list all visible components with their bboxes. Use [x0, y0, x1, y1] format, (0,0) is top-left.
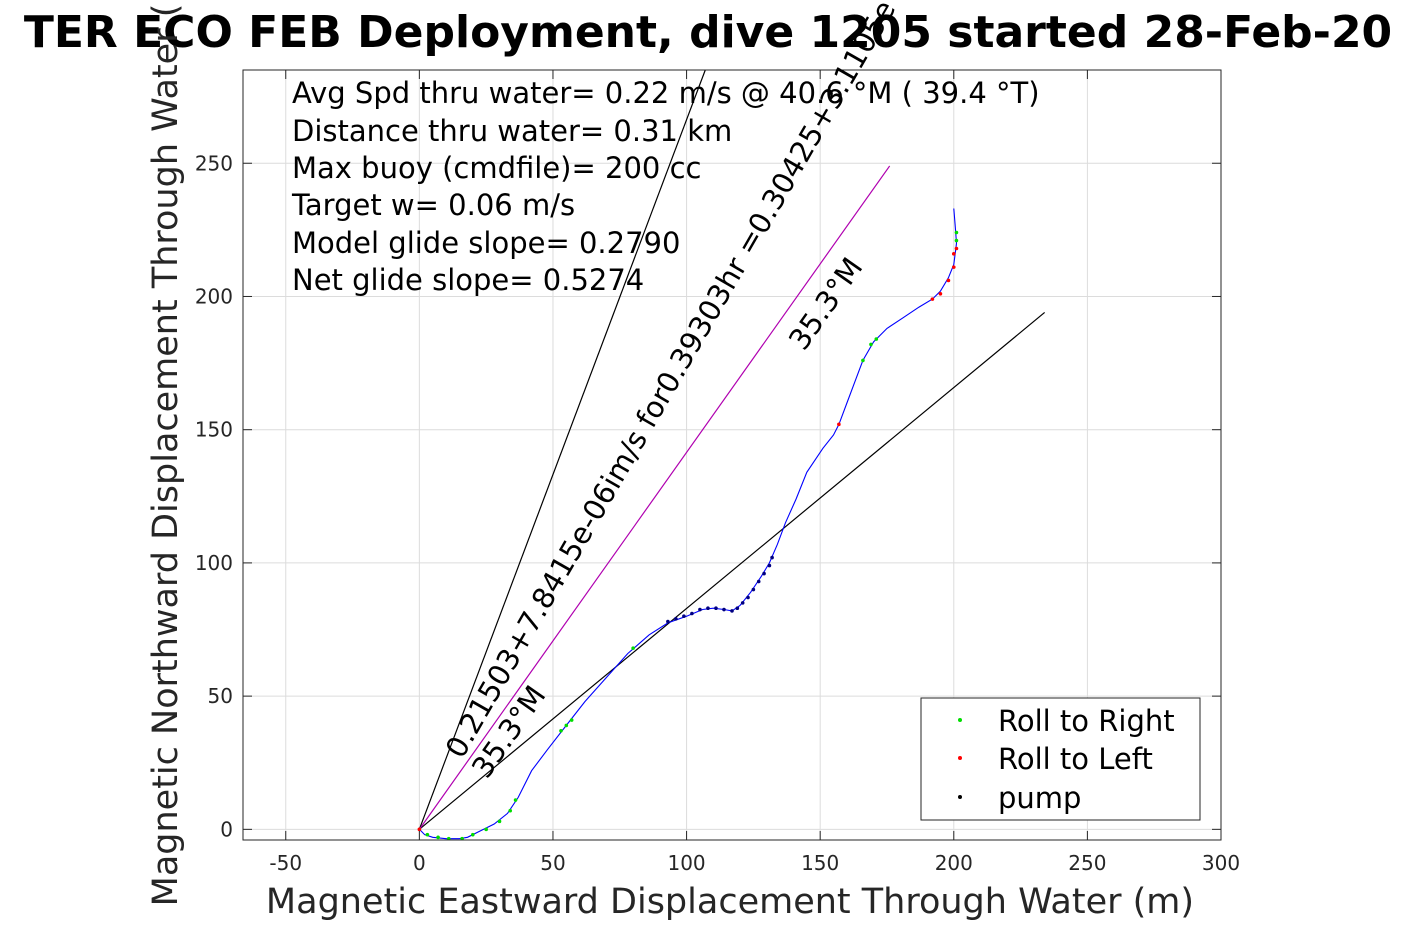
grid: [243, 70, 1222, 840]
info-distance: Distance thru water= 0.31 km: [292, 114, 732, 148]
roll-to-right-point: [484, 827, 488, 832]
plot-frame: [242, 69, 1222, 841]
legend-label-roll-right: Roll to Right: [998, 704, 1175, 738]
reference-line-1: [418, 311, 1046, 830]
pump-point: [770, 555, 774, 560]
glider-track: [419, 208, 958, 840]
x-tick-label: 200: [935, 851, 973, 875]
info-target-w: Target w= 0.06 m/s: [291, 188, 575, 222]
legend-box: [920, 697, 1201, 821]
legend: Roll to Right Roll to Left pump: [920, 697, 1201, 821]
x-tick-label: 150: [801, 851, 839, 875]
pump-point: [735, 606, 740, 611]
roll-to-left-point: [938, 292, 943, 296]
info-net-glide-slope: Net glide slope= 0.5274: [292, 263, 644, 297]
legend-marker-pump: [958, 795, 962, 799]
pump-point: [714, 606, 718, 611]
info-model-glide-slope: Model glide slope= 0.2790: [292, 226, 680, 260]
info-avg-speed: Avg Spd thru water= 0.22 m/s @ 40.6 °M (…: [292, 76, 1040, 110]
pump-point: [762, 571, 766, 576]
roll-to-right-point: [497, 819, 502, 824]
chart-title: TER ECO FEB Deployment, dive 1205 starte…: [24, 7, 1392, 58]
x-tick-label: 300: [1202, 851, 1240, 875]
roll-to-right-point: [564, 723, 569, 728]
pump-point: [706, 606, 710, 611]
roll-to-left-point: [837, 422, 841, 427]
legend-marker-roll-left: [958, 756, 962, 760]
roll-to-right-point: [436, 835, 440, 840]
roll-to-left-point: [946, 278, 951, 283]
pump-point: [722, 607, 726, 612]
roll-to-right-point: [954, 238, 959, 243]
track-layer: [419, 208, 958, 840]
pump-point: [746, 595, 750, 600]
roll-to-right-point: [861, 358, 865, 363]
legend-label-roll-left: Roll to Left: [998, 742, 1153, 776]
roll-to-right-point: [508, 808, 513, 813]
axis-ticks: -50 0 50 100 150 200 250 300 0 50 100 150 200 250: [195, 70, 1240, 875]
y-tick-label: 250: [195, 151, 233, 175]
info-max-buoy: Max buoy (cmdfile)= 200 cc: [292, 151, 701, 185]
x-tick-label: 100: [667, 851, 705, 875]
pump-point: [740, 601, 745, 605]
roll-to-left-point: [417, 827, 422, 832]
roll-to-right-point: [471, 832, 475, 837]
legend-marker-roll-right: [958, 718, 962, 722]
legend-label-pump: pump: [998, 781, 1081, 815]
pump-point: [767, 563, 772, 568]
pump-point: [682, 614, 686, 618]
y-axis-label: Magnetic Northward Displacement Through …: [146, 4, 186, 907]
roll-to-right-point: [954, 230, 959, 235]
pump-point: [756, 579, 761, 584]
y-tick-label: 0: [220, 817, 233, 841]
y-tick-label: 150: [195, 418, 233, 442]
x-tick-label: -50: [269, 851, 302, 875]
pump-point: [751, 587, 756, 592]
roll-to-right-point: [869, 342, 873, 347]
reference-line-0: [418, 69, 706, 830]
pump-point: [698, 607, 702, 612]
pump-point: [674, 617, 678, 621]
heading-annotation-upper: 35.3°M: [782, 251, 870, 356]
roll-to-right-point: [513, 798, 518, 802]
roll-to-right-point: [569, 718, 574, 722]
pump-point: [730, 609, 734, 613]
roll-to-right-point: [425, 832, 430, 837]
x-tick-label: 250: [1068, 851, 1106, 875]
roll-to-right-point: [631, 646, 635, 650]
y-tick-label: 50: [208, 684, 233, 708]
y-tick-label: 100: [195, 551, 233, 575]
pump-point: [666, 619, 670, 624]
pump-point: [690, 611, 694, 616]
info-block: Avg Spd thru water= 0.22 m/s @ 40.6 °M (…: [291, 76, 1040, 297]
roll-to-left-point: [951, 252, 956, 256]
y-tick-label: 200: [195, 284, 233, 308]
x-tick-label: 50: [540, 851, 565, 875]
roll-to-left-point: [954, 246, 959, 251]
x-axis-label: Magnetic Eastward Displacement Through W…: [266, 882, 1194, 922]
roll-to-left-point: [930, 297, 935, 301]
reference-lines: [418, 69, 1046, 830]
x-tick-label: 0: [413, 851, 426, 875]
roll-to-left-point: [951, 265, 956, 269]
roll-to-right-point: [559, 728, 563, 733]
roll-to-right-point: [874, 337, 879, 341]
reference-line-2: [418, 165, 891, 830]
